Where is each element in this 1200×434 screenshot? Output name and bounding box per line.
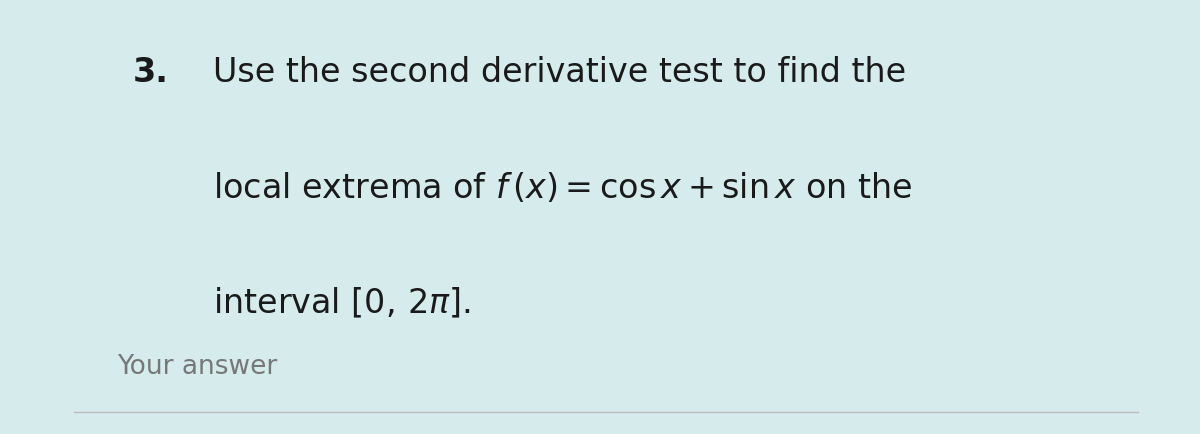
Text: interval $[0,\, 2\pi]$.: interval $[0,\, 2\pi]$. [212,286,470,321]
Text: Use the second derivative test to find the: Use the second derivative test to find t… [212,56,906,89]
Text: local extrema of $f\,(x) = \cos x + \sin x$ on the: local extrema of $f\,(x) = \cos x + \sin… [212,171,912,205]
Text: 3.: 3. [133,56,169,89]
Text: Your answer: Your answer [116,354,277,380]
